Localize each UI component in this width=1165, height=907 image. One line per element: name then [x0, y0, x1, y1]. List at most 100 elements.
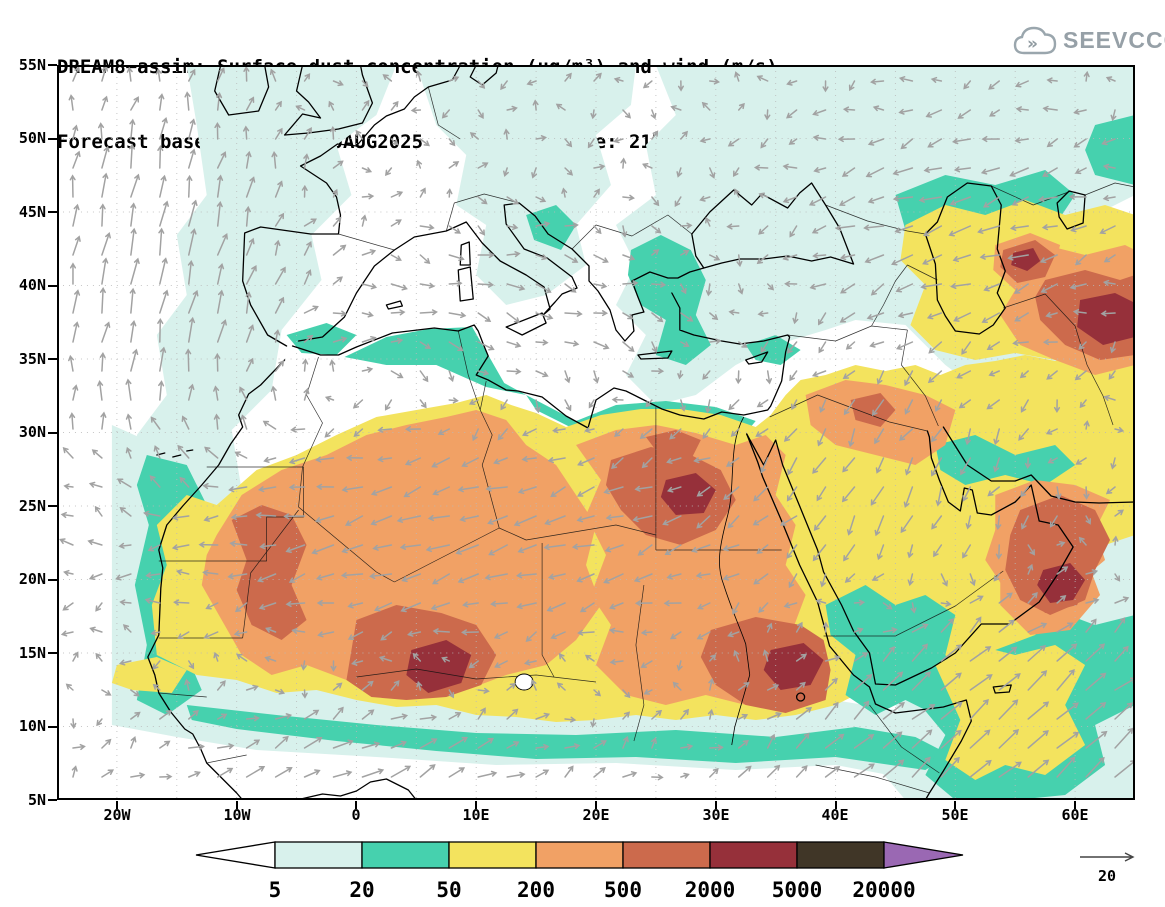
- wind-arrow-icon: [101, 95, 109, 111]
- wind-arrow-icon: [257, 486, 277, 493]
- wind-arrow-icon: [758, 602, 769, 613]
- wind-arrow-icon: [377, 426, 393, 433]
- wind-arrow-icon: [274, 180, 284, 198]
- wind-arrow-icon: [213, 413, 220, 430]
- lon-label: 20E: [582, 806, 610, 824]
- wind-arrow-icon: [564, 743, 581, 750]
- wind-arrow-icon: [184, 91, 191, 111]
- wind-arrow-icon: [158, 380, 165, 401]
- wind-arrow-icon: [99, 287, 106, 314]
- wind-arrow-icon: [303, 305, 319, 314]
- wind-arrow-icon: [152, 660, 161, 670]
- wind-arrow-icon: [998, 728, 1020, 749]
- wind-arrow-icon: [898, 428, 914, 441]
- colorbar-seg-5000-20000: [796, 841, 885, 869]
- wind-arrow-icon: [730, 428, 740, 437]
- wind-arrow-icon: [1014, 312, 1029, 322]
- colorbar-arrow-low: [195, 841, 276, 869]
- wind-arrow-icon: [709, 254, 721, 261]
- logo-text: SEEVCCC: [1063, 26, 1165, 53]
- wind-arrow-icon: [1074, 370, 1087, 381]
- wind-arrow-icon: [477, 196, 488, 205]
- wind-arrow-icon: [274, 212, 285, 227]
- wind-arrow-icon: [361, 167, 373, 173]
- wind-arrow-icon: [998, 699, 1019, 720]
- wind-arrow-icon: [1105, 76, 1116, 83]
- wind-arrow-icon: [987, 486, 1001, 497]
- lon-axis-tick: [595, 801, 597, 809]
- wind-arrow-icon: [324, 395, 335, 402]
- wind-arrow-icon: [734, 71, 741, 82]
- wind-arrow-icon: [705, 399, 712, 414]
- wind-arrow-icon: [543, 544, 566, 551]
- wind-arrow-icon: [558, 653, 566, 662]
- wind-arrow-icon: [216, 289, 225, 314]
- wind-arrow-icon: [651, 130, 659, 140]
- wind-arrow-icon: [841, 486, 856, 503]
- wind-arrow-icon: [962, 486, 972, 502]
- wind-arrow-icon: [709, 312, 719, 321]
- wind-arrow-icon: [853, 599, 866, 606]
- wind-arrow-icon: [419, 764, 436, 778]
- wind-arrow-icon: [701, 101, 711, 111]
- wind-arrow-icon: [995, 544, 1002, 560]
- wind-arrow-icon: [202, 569, 219, 576]
- wind-arrow-icon: [640, 629, 653, 636]
- wind-arrow-icon: [506, 741, 520, 749]
- wind-arrow-icon: [71, 765, 78, 778]
- wind-arrow-icon: [1078, 341, 1087, 350]
- map-border-frame: [57, 65, 1135, 800]
- wind-arrow-icon: [419, 738, 438, 749]
- wind-arrow-icon: [419, 309, 438, 316]
- wind-arrow-icon: [764, 109, 771, 121]
- wind-arrow-icon: [824, 677, 838, 691]
- wind-arrow-icon: [552, 427, 566, 434]
- lon-axis-tick: [1074, 801, 1077, 809]
- wind-arrow-icon: [664, 544, 682, 556]
- wind-arrow-icon: [736, 254, 743, 268]
- colorbar-seg-500-2000: [622, 841, 711, 869]
- wind-arrow-icon: [1073, 138, 1087, 148]
- coast-black-sea: [691, 182, 855, 269]
- wind-arrow-icon: [274, 766, 293, 778]
- wind-arrow-icon: [1018, 428, 1029, 441]
- wind-arrow-icon: [240, 414, 248, 430]
- wind-arrow-icon: [1027, 670, 1048, 691]
- wind-arrow-icon: [269, 68, 277, 82]
- wind-arrow-icon: [593, 225, 602, 235]
- wind-arrow-icon: [125, 413, 132, 430]
- wind-arrow-icon: [590, 109, 597, 120]
- wind-arrow-icon: [535, 743, 550, 751]
- wind-arrow-icon: [1013, 283, 1029, 294]
- wind-arrow-icon: [101, 145, 110, 169]
- wind-arrow-icon: [1114, 727, 1134, 749]
- wind-arrow-icon: [484, 573, 508, 581]
- wind-arrow-icon: [352, 399, 364, 409]
- wind-arrow-icon: [593, 740, 607, 749]
- wind-arrow-icon: [535, 254, 548, 261]
- wind-arrow-icon: [410, 107, 422, 114]
- wind-arrow-icon: [1102, 195, 1116, 202]
- wind-arrow-icon: [95, 652, 103, 662]
- colorbar-tick-label: 20000: [852, 878, 915, 902]
- wind-arrow-icon: [1014, 80, 1029, 88]
- wind-arrow-icon: [500, 399, 508, 411]
- wind-arrow-icon: [448, 736, 468, 749]
- wind-arrow-icon: [243, 65, 250, 82]
- wind-arrow-icon: [285, 600, 306, 608]
- lat-axis-tick: [48, 725, 57, 728]
- wind-arrow-icon: [344, 515, 364, 526]
- wind-arrow-icon: [1110, 109, 1117, 122]
- wind-arrow-icon: [205, 602, 219, 610]
- wind-arrow-icon: [709, 78, 721, 85]
- wind-arrow-icon: [535, 339, 549, 346]
- wind-arrow-icon: [930, 76, 943, 83]
- wind-arrow-icon: [187, 259, 194, 285]
- wind-arrow-icon: [188, 383, 195, 401]
- wind-arrow-icon: [702, 370, 711, 380]
- wind-arrow-icon: [691, 544, 711, 553]
- wind-arrow-icon: [922, 254, 943, 265]
- wind-arrow-icon: [535, 370, 549, 378]
- lat-label: 25N: [18, 497, 46, 515]
- wind-arrow-icon: [680, 743, 694, 750]
